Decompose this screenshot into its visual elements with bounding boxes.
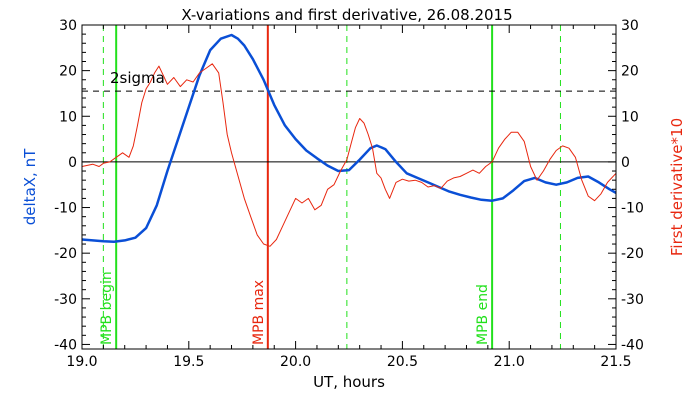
chart-title: X-variations and first derivative, 26.08… xyxy=(181,6,512,24)
y-tick-label-right: 30 xyxy=(621,18,639,34)
y-tick-label-left: 0 xyxy=(68,155,77,171)
x-tick-label: 21.5 xyxy=(600,354,631,370)
vertical-markers xyxy=(102,25,561,349)
series-lines xyxy=(81,33,617,247)
series-line-derivative xyxy=(81,63,617,247)
x-tick-label: 19.5 xyxy=(173,354,204,370)
x-tick-label: 20.5 xyxy=(387,354,418,370)
plot-frame xyxy=(81,24,617,350)
y-axis-label-left: deltaX, nT xyxy=(21,148,39,225)
y-tick-label-left: 20 xyxy=(59,64,77,80)
marker-label-2: MPB end xyxy=(475,284,491,345)
sigma-label: 2sigma xyxy=(110,69,165,87)
y-tick-label-left: -40 xyxy=(54,337,77,353)
marker-labels: MPB begin MPB max MPB end xyxy=(99,271,491,345)
y-tick-label-left: -20 xyxy=(54,246,77,262)
y-tick-label-left: -10 xyxy=(54,201,77,217)
y-tick-label-right: 0 xyxy=(621,155,630,171)
y-tick-label-left: -30 xyxy=(54,292,77,308)
x-tick-label: 19.0 xyxy=(66,354,97,370)
marker-label-0: MPB begin xyxy=(99,271,115,345)
y-tick-label-left: 10 xyxy=(59,109,77,125)
y-tick-label-right: -40 xyxy=(621,337,644,353)
y-tick-label-right: 10 xyxy=(621,109,639,125)
axis-ticks xyxy=(81,24,617,349)
y-tick-label-right: -10 xyxy=(621,201,644,217)
x-tick-label: 20.0 xyxy=(280,354,311,370)
y-tick-label-right: -20 xyxy=(621,246,644,262)
tick-labels: 19.0 19.5 20.0 20.5 21.0 21.5-40 -40-30 -30-20-… xyxy=(54,18,644,370)
y-tick-label-right: 20 xyxy=(621,64,639,80)
y-axis-label-right: First derivative*10 xyxy=(668,118,686,256)
series-line-deltaX xyxy=(81,33,617,244)
y-tick-label-right: -30 xyxy=(621,292,644,308)
marker-label-1: MPB max xyxy=(251,280,267,345)
x-tick-label: 21.0 xyxy=(494,354,525,370)
y-tick-label-left: 30 xyxy=(59,18,77,34)
x-axis-label: UT, hours xyxy=(313,373,385,391)
